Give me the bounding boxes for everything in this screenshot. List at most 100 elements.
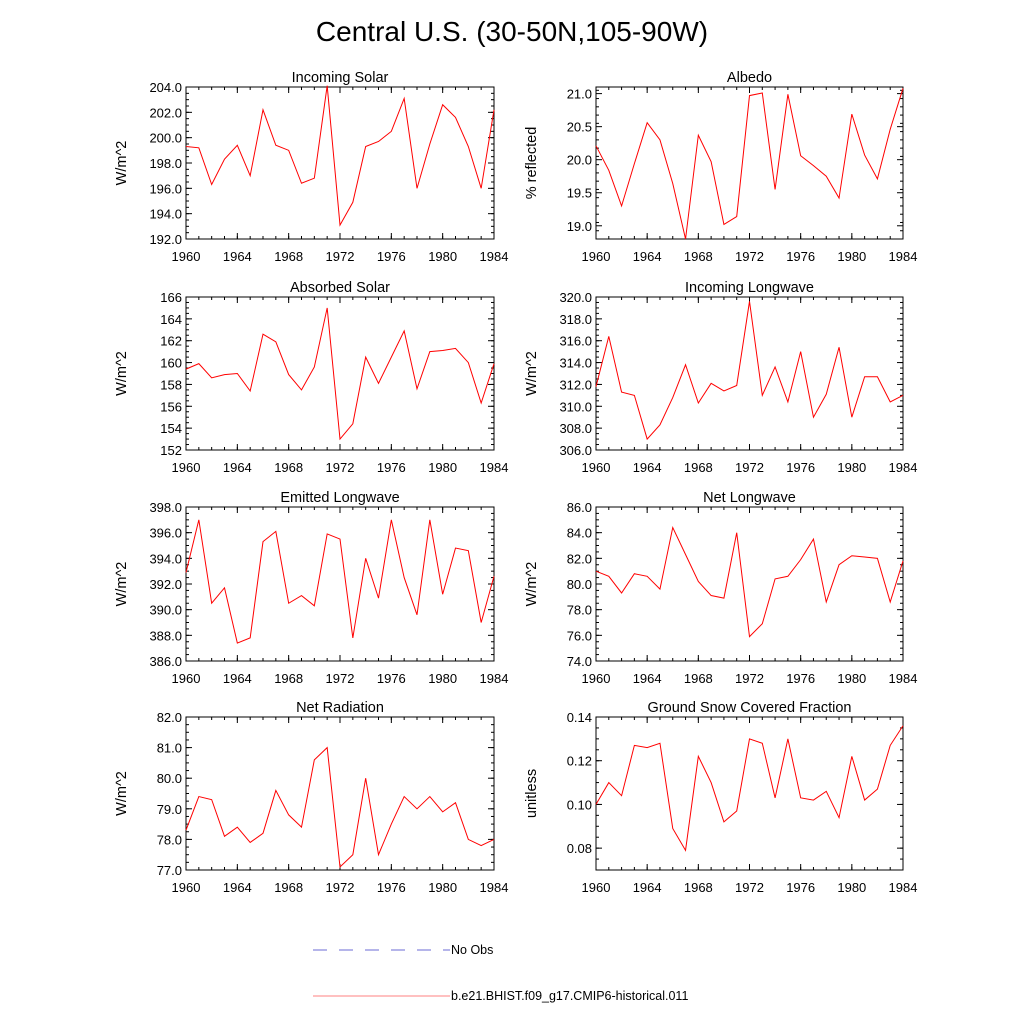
panel-title: Incoming Longwave (685, 280, 814, 296)
x-tick-label: 1972 (735, 671, 764, 686)
y-axis-label: W/m^2 (524, 562, 540, 607)
y-tick-label: 20.5 (567, 120, 592, 135)
x-tick-label: 1976 (786, 460, 815, 475)
y-tick-label: 0.10 (567, 797, 592, 812)
y-tick-label: 78.0 (567, 603, 592, 618)
y-tick-label: 79.0 (157, 802, 182, 817)
x-tick-label: 1960 (172, 880, 201, 895)
x-tick-label: 1980 (428, 460, 457, 475)
legend-model-label: b.e21.BHIST.f09_g17.CMIP6-historical.011 (451, 989, 688, 1003)
y-axis-label: % reflected (524, 127, 540, 200)
y-tick-label: 166 (160, 290, 182, 305)
x-tick-label: 1984 (889, 249, 918, 264)
y-tick-label: 308.0 (559, 421, 592, 436)
y-tick-label: 21.0 (567, 87, 592, 102)
y-axis-label: W/m^2 (524, 351, 540, 396)
x-tick-label: 1984 (889, 880, 918, 895)
y-axis-label: W/m^2 (114, 771, 130, 816)
x-tick-label: 1972 (326, 671, 355, 686)
y-tick-label: 80.0 (157, 771, 182, 786)
y-tick-label: 312.0 (559, 377, 592, 392)
x-tick-label: 1968 (684, 880, 713, 895)
x-tick-label: 1976 (786, 671, 815, 686)
x-tick-label: 1976 (377, 249, 406, 264)
panel-title: Emitted Longwave (280, 490, 399, 506)
y-tick-label: 80.0 (567, 577, 592, 592)
x-tick-label: 1972 (326, 249, 355, 264)
y-tick-label: 78.0 (157, 832, 182, 847)
plot-frame (185, 716, 495, 871)
chart-panel-7: 1960 1964 1968 1972 1976 1980 1984 77.0 78.0 79.0… (114, 700, 508, 895)
y-tick-label: 194.0 (149, 207, 182, 222)
x-tick-label: 1960 (582, 671, 611, 686)
x-tick-label: 1960 (582, 880, 611, 895)
y-tick-label: 392.0 (149, 577, 182, 592)
y-tick-label: 204.0 (149, 80, 182, 95)
chart-panel-4: 1960 1964 1968 1972 1976 1980 1984 306.0 308.0 31… (524, 280, 917, 475)
x-tick-label: 1972 (735, 880, 764, 895)
x-tick-label: 1980 (428, 249, 457, 264)
chart-panel-8: 1960 1964 1968 1972 1976 1980 1984 0.08 0.10 0.12… (524, 700, 917, 895)
x-tick-label: 1972 (326, 880, 355, 895)
x-tick-label: 1972 (326, 460, 355, 475)
x-tick-label: 1984 (480, 249, 509, 264)
y-tick-label: 398.0 (149, 500, 182, 515)
x-tick-label: 1980 (837, 249, 866, 264)
x-tick-label: 1968 (274, 880, 303, 895)
y-tick-label: 152 (160, 443, 182, 458)
x-tick-label: 1968 (684, 671, 713, 686)
x-tick-label: 1980 (837, 460, 866, 475)
x-tick-label: 1964 (633, 460, 662, 475)
series-line (595, 725, 904, 852)
y-tick-label: 320.0 (559, 290, 592, 305)
y-tick-label: 396.0 (149, 526, 182, 541)
x-tick-label: 1968 (274, 249, 303, 264)
series-line (185, 746, 495, 869)
x-tick-label: 1980 (837, 671, 866, 686)
x-tick-label: 1960 (172, 249, 201, 264)
x-tick-label: 1976 (377, 671, 406, 686)
y-tick-label: 198.0 (149, 156, 182, 171)
chart-panel-1: 1960 1964 1968 1972 1976 1980 1984 192.0 194.0 19… (114, 70, 508, 264)
y-tick-label: 316.0 (559, 334, 592, 349)
y-tick-label: 386.0 (149, 654, 182, 669)
y-tick-label: 164 (160, 312, 182, 327)
series-line (185, 85, 495, 227)
y-tick-label: 390.0 (149, 603, 182, 618)
series-line (185, 519, 495, 644)
panel-title: Net Radiation (296, 700, 384, 716)
y-tick-label: 82.0 (157, 710, 182, 725)
y-tick-label: 318.0 (559, 312, 592, 327)
x-tick-label: 1960 (172, 671, 201, 686)
x-tick-label: 1968 (684, 460, 713, 475)
y-tick-label: 192.0 (149, 232, 182, 247)
panel-title: Ground Snow Covered Fraction (648, 700, 852, 716)
y-tick-label: 306.0 (559, 443, 592, 458)
x-tick-label: 1972 (735, 249, 764, 264)
y-tick-label: 156 (160, 399, 182, 414)
y-tick-label: 0.14 (567, 710, 592, 725)
legend-obs-label: No Obs (451, 943, 493, 957)
x-tick-label: 1964 (223, 460, 252, 475)
x-tick-label: 1968 (684, 249, 713, 264)
x-tick-label: 1976 (377, 880, 406, 895)
y-tick-label: 19.5 (567, 186, 592, 201)
panels: 1960 1964 1968 1972 1976 1980 1984 192.0 194.0 19… (114, 70, 917, 895)
x-tick-label: 1984 (480, 880, 509, 895)
x-tick-label: 1980 (428, 671, 457, 686)
x-tick-label: 1984 (889, 460, 918, 475)
y-tick-label: 200.0 (149, 131, 182, 146)
y-tick-label: 20.0 (567, 153, 592, 168)
x-tick-label: 1984 (480, 460, 509, 475)
panel-title: Net Longwave (703, 490, 796, 506)
y-tick-label: 154 (160, 421, 182, 436)
x-tick-label: 1964 (633, 249, 662, 264)
y-tick-label: 77.0 (157, 863, 182, 878)
x-tick-label: 1960 (582, 460, 611, 475)
y-tick-label: 310.0 (559, 399, 592, 414)
y-tick-label: 0.12 (567, 754, 592, 769)
series-line (595, 88, 904, 240)
panel-title: Incoming Solar (292, 70, 389, 86)
x-tick-label: 1976 (786, 249, 815, 264)
